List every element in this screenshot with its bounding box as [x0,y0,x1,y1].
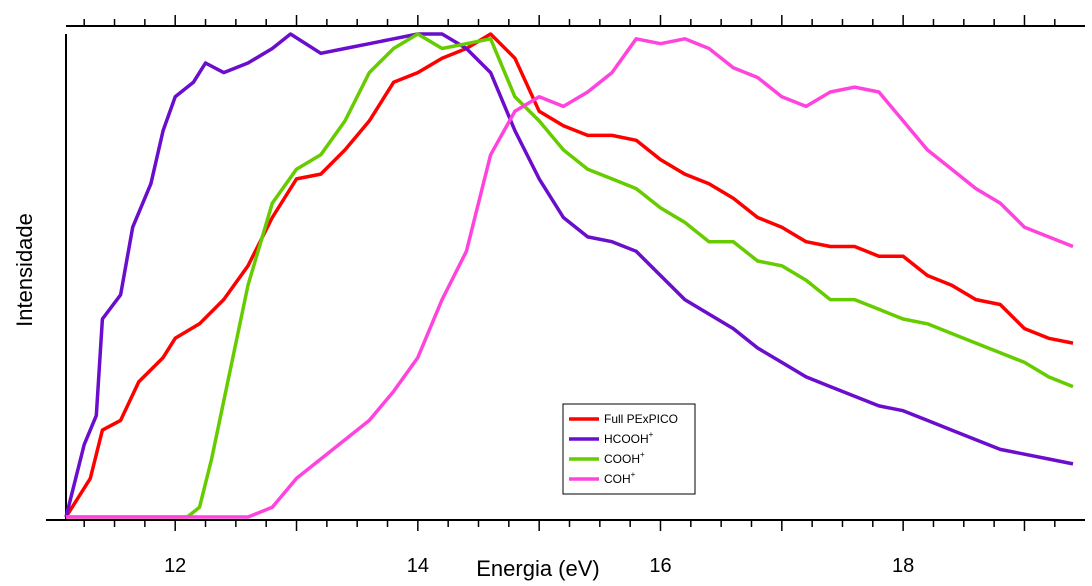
x-tick-label: 16 [649,555,671,577]
legend-label: COH+ [604,470,636,486]
x-tick-labels: 12 14 16 18 [164,555,914,577]
x-axis-title: Energia (eV) [476,556,600,581]
x-tick-label: 12 [164,555,186,577]
series-line [64,32,1074,518]
series-line [66,32,1074,519]
series-layer [64,32,1074,519]
legend-label: Full PExPICO [604,412,678,426]
y-axis-title: Intensidade [12,213,37,327]
x-ticks-bottom [83,520,1056,531]
legend: Full PExPICO HCOOH+ COOH+ COH+ [562,403,696,495]
legend-label: COOH+ [604,450,645,466]
x-ticks-top [83,15,1056,26]
x-tick-label: 18 [892,555,914,577]
series-line [64,32,1074,518]
x-tick-label: 14 [407,555,429,577]
series-line [66,37,1074,519]
legend-label: HCOOH+ [604,430,654,446]
